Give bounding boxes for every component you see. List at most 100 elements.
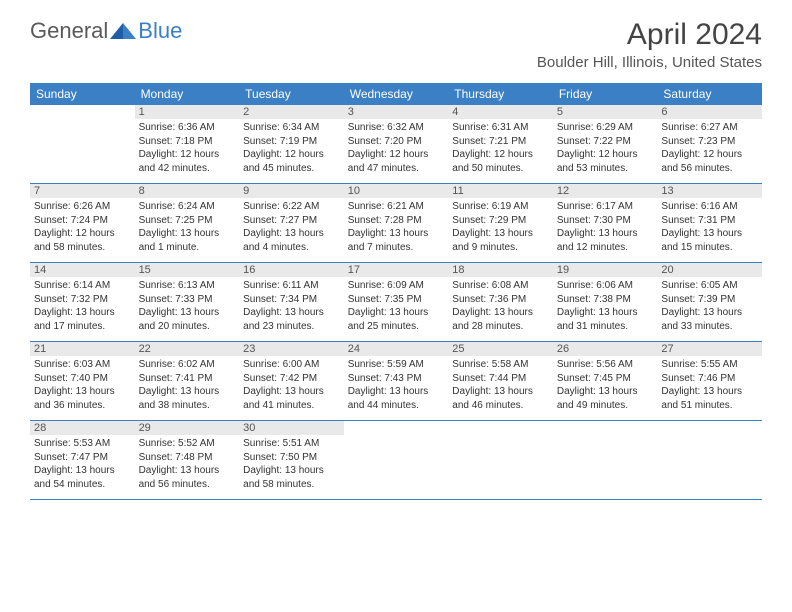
sunrise-text: Sunrise: 6:21 AM xyxy=(348,200,445,214)
day-number: 11 xyxy=(448,184,553,198)
weeks-container: 1Sunrise: 6:36 AMSunset: 7:18 PMDaylight… xyxy=(30,105,762,500)
day-header: Thursday xyxy=(448,83,553,105)
daylight-text: Daylight: 13 hours and 56 minutes. xyxy=(139,464,236,491)
sunrise-text: Sunrise: 5:52 AM xyxy=(139,437,236,451)
day-cell: 13Sunrise: 6:16 AMSunset: 7:31 PMDayligh… xyxy=(657,184,762,262)
day-number: 6 xyxy=(657,105,762,119)
sunrise-text: Sunrise: 6:34 AM xyxy=(243,121,340,135)
logo: General Blue xyxy=(30,18,182,44)
day-cell: 14Sunrise: 6:14 AMSunset: 7:32 PMDayligh… xyxy=(30,263,135,341)
day-number: 4 xyxy=(448,105,553,119)
day-cell: 22 Sunrise: 6:02 AMSunset: 7:41 PMDayligh… xyxy=(135,342,240,420)
day-number: 27 xyxy=(657,342,762,356)
day-cell: 4Sunrise: 6:31 AMSunset: 7:21 PMDaylight… xyxy=(448,105,553,183)
sunrise-text: Sunrise: 6:31 AM xyxy=(452,121,549,135)
day-number: 18 xyxy=(448,263,553,277)
day-cell: 1Sunrise: 6:36 AMSunset: 7:18 PMDaylight… xyxy=(135,105,240,183)
sunset-text: Sunset: 7:42 PM xyxy=(243,372,340,386)
sunset-text: Sunset: 7:20 PM xyxy=(348,135,445,149)
day-cell: 2Sunrise: 6:34 AMSunset: 7:19 PMDaylight… xyxy=(239,105,344,183)
daylight-text: Daylight: 13 hours and 38 minutes. xyxy=(139,385,236,412)
daylight-text: Daylight: 12 hours and 45 minutes. xyxy=(243,148,340,175)
sunset-text: Sunset: 7:31 PM xyxy=(661,214,758,228)
daylight-text: Daylight: 12 hours and 42 minutes. xyxy=(139,148,236,175)
sunrise-text: Sunrise: 6:09 AM xyxy=(348,279,445,293)
day-number: 20 xyxy=(657,263,762,277)
sunset-text: Sunset: 7:36 PM xyxy=(452,293,549,307)
daylight-text: Daylight: 12 hours and 50 minutes. xyxy=(452,148,549,175)
sunrise-text: Sunrise: 5:53 AM xyxy=(34,437,131,451)
day-cell xyxy=(657,421,762,499)
day-cell xyxy=(553,421,658,499)
daylight-text: Daylight: 13 hours and 4 minutes. xyxy=(243,227,340,254)
week-row: 14 Sunrise: 6:14 AMSunset: 7:32 PM Dayligh… xyxy=(30,263,762,342)
daylight-text: Daylight: 13 hours and 58 minutes. xyxy=(243,464,340,491)
logo-triangle-icon xyxy=(110,21,136,41)
location: Boulder Hill, Illinois, United States xyxy=(537,54,762,71)
day-number: 21 xyxy=(30,342,135,356)
sunset-text: Sunset: 7:24 PM xyxy=(34,214,131,228)
daylight-text: Daylight: 12 hours and 58 minutes. xyxy=(34,227,131,254)
day-cell: 5Sunrise: 6:29 AMSunset: 7:22 PMDaylight… xyxy=(553,105,658,183)
sunset-text: Sunset: 7:43 PM xyxy=(348,372,445,386)
day-number: 17 xyxy=(344,263,449,277)
day-cell: 12Sunrise: 6:17 AMSunset: 7:30 PMDayligh… xyxy=(553,184,658,262)
sunset-text: Sunset: 7:48 PM xyxy=(139,451,236,465)
sunrise-text: Sunrise: 6:11 AM xyxy=(243,279,340,293)
day-header: Tuesday xyxy=(239,83,344,105)
daylight-text: Daylight: 13 hours and 25 minutes. xyxy=(348,306,445,333)
sunset-text: Sunset: 7:39 PM xyxy=(661,293,758,307)
day-cell: 25Sunrise: 5:58 AMSunset: 7:44 PMDayligh… xyxy=(448,342,553,420)
day-cell: 18Sunrise: 6:08 AMSunset: 7:36 PMDayligh… xyxy=(448,263,553,341)
sunset-text: Sunset: 7:41 PM xyxy=(139,372,236,386)
daylight-text: Daylight: 13 hours and 20 minutes. xyxy=(139,306,236,333)
sunset-text: Sunset: 7:22 PM xyxy=(557,135,654,149)
sunset-text: Sunset: 7:28 PM xyxy=(348,214,445,228)
header: General Blue April 2024 Boulder Hill, Il… xyxy=(0,0,792,75)
daylight-text: Daylight: 13 hours and 12 minutes. xyxy=(557,227,654,254)
day-cell xyxy=(30,105,135,183)
sunrise-text: Sunrise: 6:00 AM xyxy=(243,358,340,372)
day-cell: 26Sunrise: 5:56 AMSunset: 7:45 PMDayligh… xyxy=(553,342,658,420)
day-cell: 3Sunrise: 6:32 AMSunset: 7:20 PMDaylight… xyxy=(344,105,449,183)
day-number: 9 xyxy=(239,184,344,198)
sunset-text: Sunset: 7:46 PM xyxy=(661,372,758,386)
daylight-text: Daylight: 13 hours and 54 minutes. xyxy=(34,464,131,491)
sunset-text: Sunset: 7:47 PM xyxy=(34,451,131,465)
day-header: Saturday xyxy=(657,83,762,105)
day-number: 22 xyxy=(135,342,240,356)
daylight-text: Daylight: 13 hours and 44 minutes. xyxy=(348,385,445,412)
week-row: 28Sunrise: 5:53 AMSunset: 7:47 PMDayligh… xyxy=(30,421,762,500)
sunrise-text: Sunrise: 6:22 AM xyxy=(243,200,340,214)
sunrise-text: Sunrise: 6:02 AM xyxy=(139,358,236,372)
day-number: 28 xyxy=(30,421,135,435)
day-cell: 19Sunrise: 6:06 AMSunset: 7:38 PMDayligh… xyxy=(553,263,658,341)
week-row: 1Sunrise: 6:36 AMSunset: 7:18 PMDaylight… xyxy=(30,105,762,184)
sunrise-text: Sunrise: 5:51 AM xyxy=(243,437,340,451)
sunset-text: Sunset: 7:33 PM xyxy=(139,293,236,307)
sunset-text: Sunset: 7:29 PM xyxy=(452,214,549,228)
day-number: 12 xyxy=(553,184,658,198)
day-number: 14 xyxy=(30,263,135,277)
day-number: 25 xyxy=(448,342,553,356)
sunrise-text: Sunrise: 6:36 AM xyxy=(139,121,236,135)
day-number: 16 xyxy=(239,263,344,277)
sunrise-text: Sunrise: 6:14 AM xyxy=(34,279,131,293)
day-cell: 24Sunrise: 5:59 AMSunset: 7:43 PMDayligh… xyxy=(344,342,449,420)
sunset-text: Sunset: 7:27 PM xyxy=(243,214,340,228)
daylight-text: Daylight: 13 hours and 15 minutes. xyxy=(661,227,758,254)
day-cell: 16Sunrise: 6:11 AMSunset: 7:34 PMDayligh… xyxy=(239,263,344,341)
sunset-text: Sunset: 7:32 PM xyxy=(34,293,131,307)
sunrise-text: Sunrise: 5:56 AM xyxy=(557,358,654,372)
sunrise-text: Sunrise: 6:08 AM xyxy=(452,279,549,293)
title-block: April 2024 Boulder Hill, Illinois, Unite… xyxy=(537,18,762,71)
daylight-text: Daylight: 13 hours and 36 minutes. xyxy=(34,385,131,412)
day-cell xyxy=(344,421,449,499)
sunset-text: Sunset: 7:18 PM xyxy=(139,135,236,149)
day-cell: 23Sunrise: 6:00 AMSunset: 7:42 PMDayligh… xyxy=(239,342,344,420)
day-number: 19 xyxy=(553,263,658,277)
sunset-text: Sunset: 7:35 PM xyxy=(348,293,445,307)
sunrise-text: Sunrise: 6:29 AM xyxy=(557,121,654,135)
day-cell: 27Sunrise: 5:55 AMSunset: 7:46 PMDayligh… xyxy=(657,342,762,420)
day-cell: 21Sunrise: 6:03 AMSunset: 7:40 PMDayligh… xyxy=(30,342,135,420)
